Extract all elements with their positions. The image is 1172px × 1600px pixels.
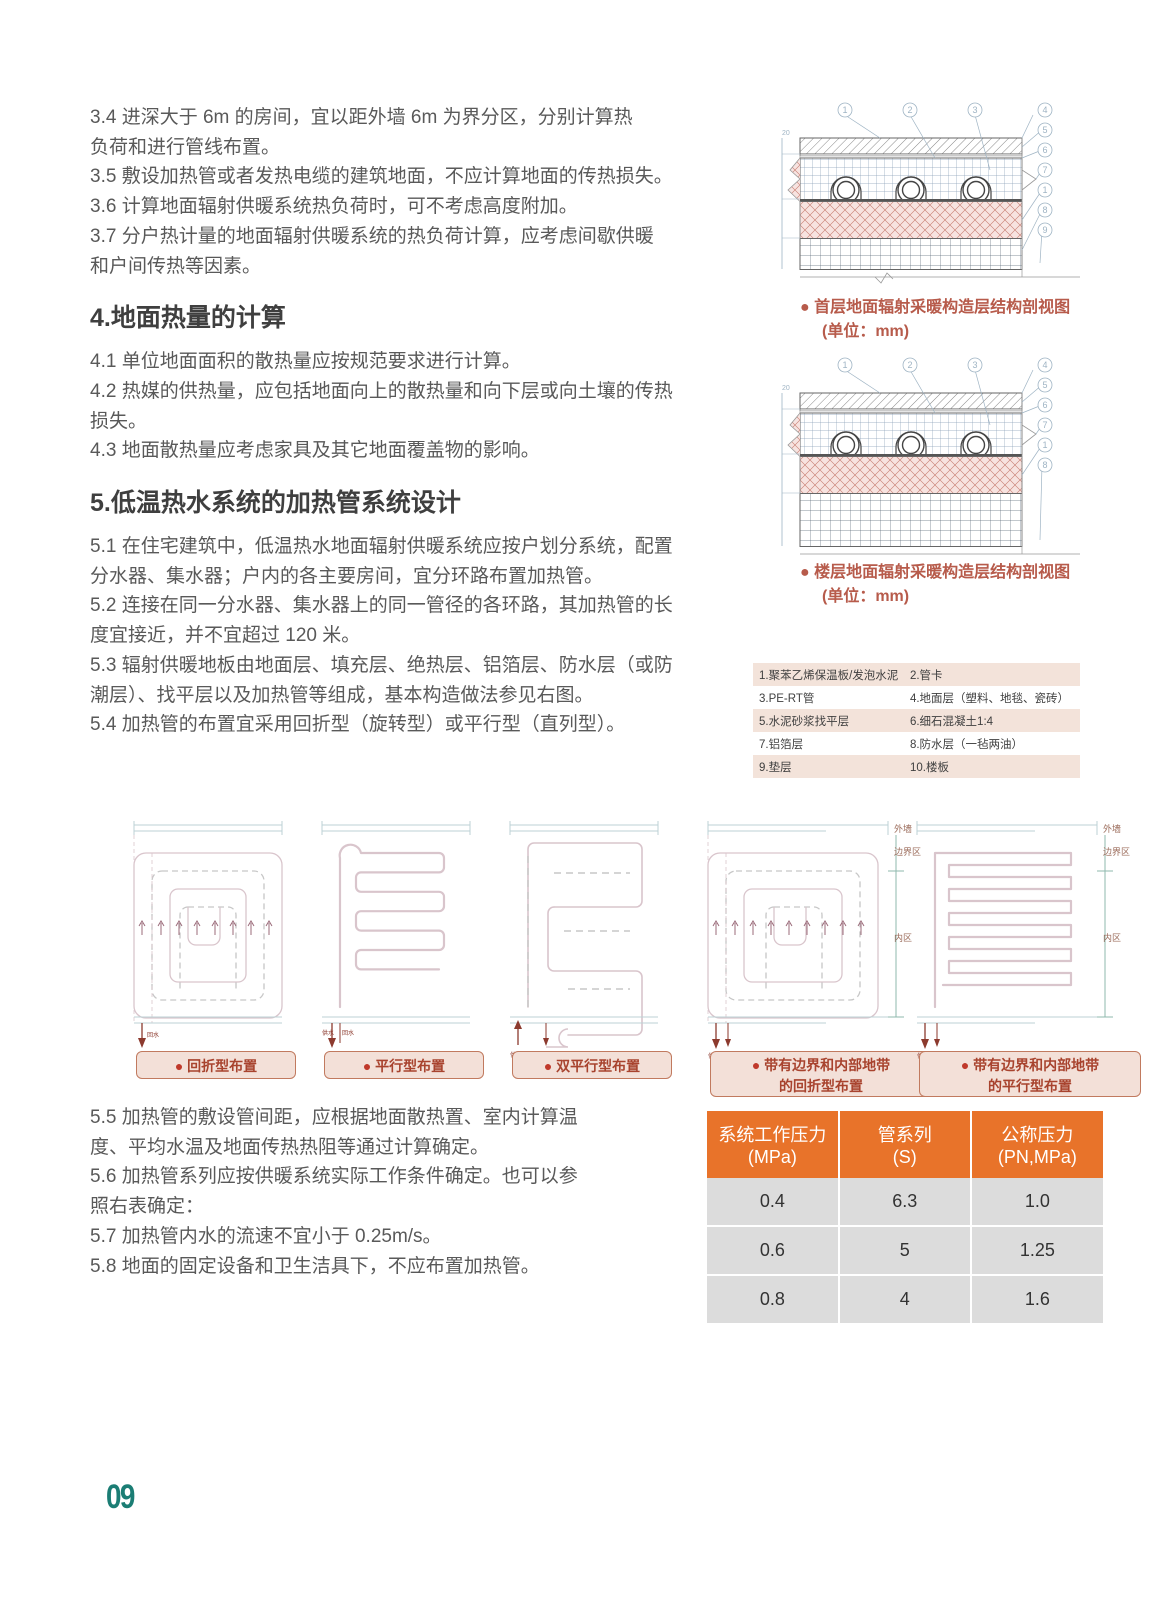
svg-text:6: 6: [1042, 145, 1047, 155]
svg-text:边界区: 边界区: [1103, 847, 1130, 857]
svg-text:4: 4: [1042, 360, 1047, 370]
svg-text:2: 2: [907, 360, 912, 370]
svg-text:5: 5: [1042, 380, 1047, 390]
svg-text:9: 9: [1042, 225, 1047, 235]
svg-text:外墙: 外墙: [894, 823, 912, 834]
svg-text:7: 7: [1042, 165, 1047, 175]
svg-text:外墙: 外墙: [1103, 823, 1121, 834]
svg-text:内区: 内区: [894, 932, 912, 943]
svg-text:6: 6: [1042, 400, 1047, 410]
svg-text:4: 4: [1042, 105, 1047, 115]
svg-text:1: 1: [842, 360, 847, 370]
svg-text:回水: 回水: [147, 1031, 159, 1039]
svg-text:3: 3: [972, 105, 977, 115]
svg-text:1: 1: [1042, 440, 1047, 450]
svg-text:20: 20: [782, 130, 790, 137]
svg-text:1: 1: [1042, 185, 1047, 195]
svg-text:2: 2: [907, 105, 912, 115]
svg-text:供水: 供水: [322, 1029, 334, 1037]
svg-text:3: 3: [972, 360, 977, 370]
svg-text:5: 5: [1042, 125, 1047, 135]
svg-text:20: 20: [782, 385, 790, 392]
svg-text:7: 7: [1042, 420, 1047, 430]
svg-text:内区: 内区: [1103, 932, 1121, 943]
svg-text:1: 1: [842, 105, 847, 115]
svg-text:8: 8: [1042, 460, 1047, 470]
svg-text:回水: 回水: [342, 1029, 354, 1037]
svg-text:8: 8: [1042, 205, 1047, 215]
